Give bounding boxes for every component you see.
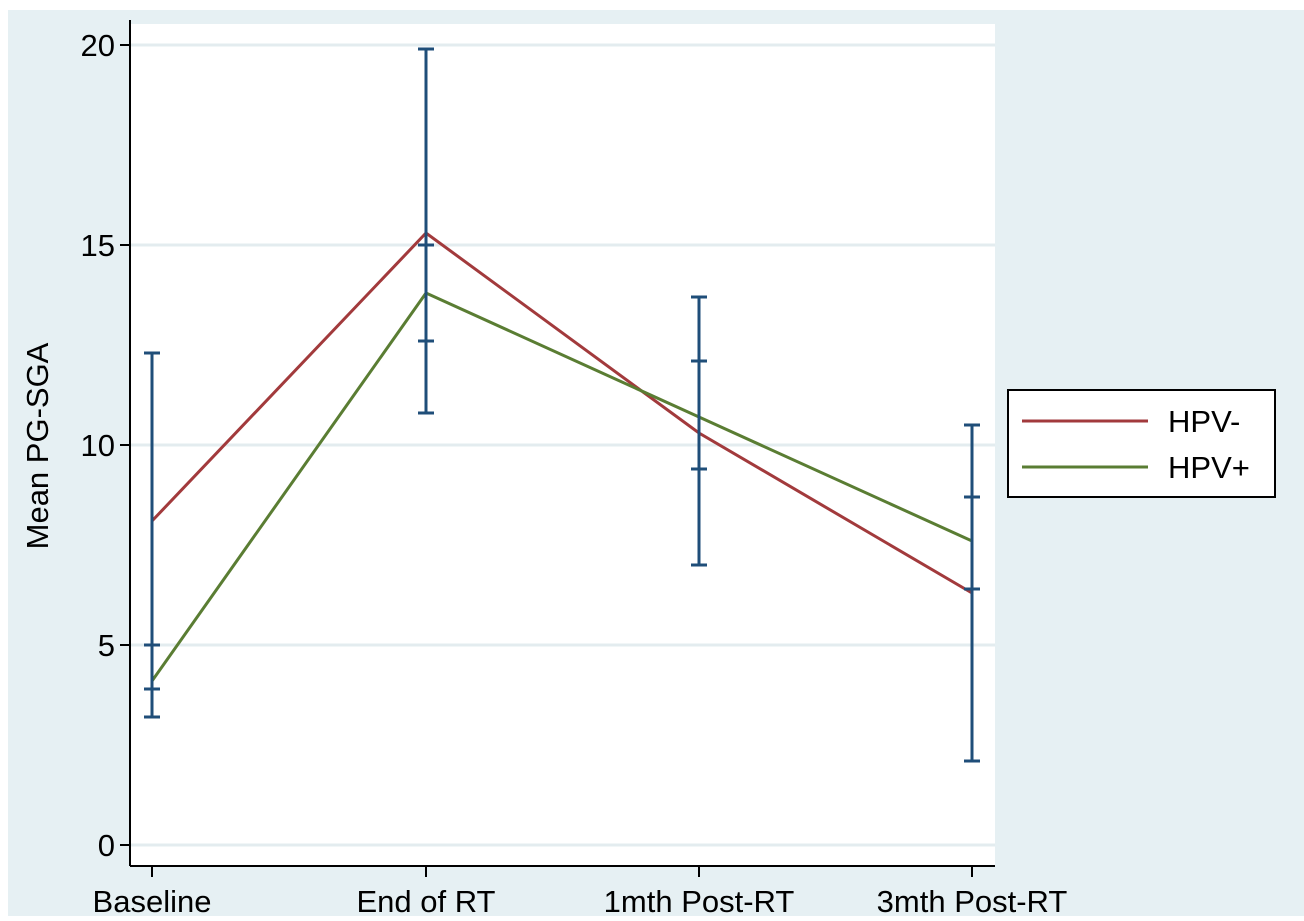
legend: HPV- HPV+ [1007, 389, 1276, 498]
y-tick-label: 5 [98, 628, 115, 663]
legend-item: HPV- [1022, 404, 1240, 439]
y-tick-label: 10 [81, 428, 115, 463]
error-bar [691, 295, 707, 567]
x-tick-label: Baseline [93, 884, 212, 916]
legend-label: HPV+ [1168, 450, 1250, 485]
x-tick-label: End of RT [356, 884, 495, 916]
error-bar [964, 423, 980, 763]
legend-label: HPV- [1168, 404, 1240, 439]
y-tick-label: 15 [81, 228, 115, 263]
error-bar [144, 351, 160, 719]
y-tick-label: 0 [98, 828, 115, 863]
series-line-hpv-pos [150, 291, 973, 682]
y-axis-label: Mean PG-SGA [20, 342, 55, 549]
x-tick-label: 3mth Post-RT [877, 884, 1068, 916]
legend-box [1007, 389, 1276, 498]
legend-item: HPV+ [1022, 450, 1250, 485]
error-bar [418, 47, 434, 415]
x-tick-label: 1mth Post-RT [604, 884, 795, 916]
y-tick-label: 20 [81, 28, 115, 63]
series-line-hpv-neg [150, 231, 973, 595]
